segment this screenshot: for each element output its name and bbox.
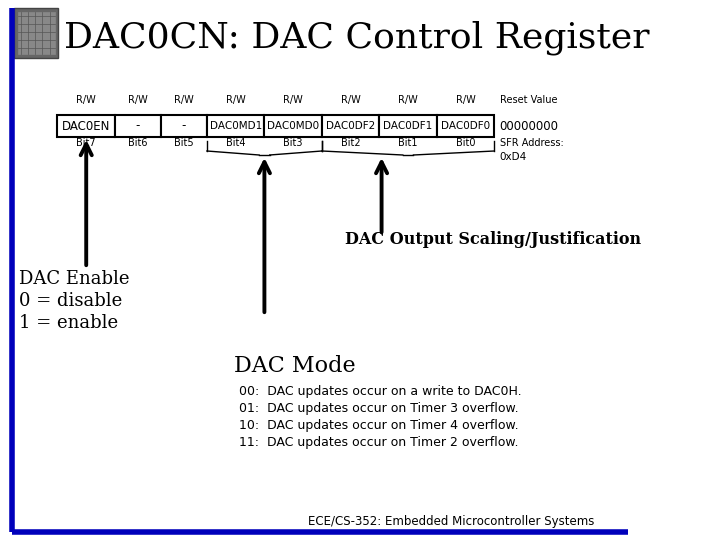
Text: -: - xyxy=(136,119,140,132)
Text: Bit5: Bit5 xyxy=(174,138,194,148)
Text: 0 = disable: 0 = disable xyxy=(19,292,122,310)
Bar xyxy=(322,115,379,137)
Text: Reset Value: Reset Value xyxy=(500,95,557,105)
Text: DAC0CN: DAC Control Register: DAC0CN: DAC Control Register xyxy=(63,21,649,55)
Bar xyxy=(161,115,207,137)
Bar xyxy=(18,12,55,54)
Bar xyxy=(115,115,161,137)
Text: R/W: R/W xyxy=(398,95,418,105)
Text: ECE/CS-352: Embedded Microcontroller Systems: ECE/CS-352: Embedded Microcontroller Sys… xyxy=(308,516,594,529)
Text: Bit1: Bit1 xyxy=(398,138,418,148)
Text: Bit0: Bit0 xyxy=(456,138,475,148)
Text: DAC Mode: DAC Mode xyxy=(234,355,356,377)
Bar xyxy=(207,115,264,137)
Text: DAC Output Scaling/Justification: DAC Output Scaling/Justification xyxy=(345,232,641,248)
Text: SFR Address:: SFR Address: xyxy=(500,138,563,148)
Text: DAC0DF1: DAC0DF1 xyxy=(384,121,433,131)
Text: Bit3: Bit3 xyxy=(284,138,303,148)
Text: 1 = enable: 1 = enable xyxy=(19,314,119,332)
Text: 01:  DAC updates occur on Timer 3 overflow.: 01: DAC updates occur on Timer 3 overflo… xyxy=(239,402,518,415)
Text: 0xD4: 0xD4 xyxy=(500,152,527,162)
Text: DAC0DF2: DAC0DF2 xyxy=(326,121,375,131)
Text: R/W: R/W xyxy=(226,95,246,105)
Bar xyxy=(58,115,115,137)
Text: 10:  DAC updates occur on Timer 4 overflow.: 10: DAC updates occur on Timer 4 overflo… xyxy=(239,419,518,432)
Text: DAC0DF0: DAC0DF0 xyxy=(441,121,490,131)
Text: R/W: R/W xyxy=(283,95,303,105)
Text: R/W: R/W xyxy=(456,95,475,105)
Text: 11:  DAC updates occur on Timer 2 overflow.: 11: DAC updates occur on Timer 2 overflo… xyxy=(239,436,518,449)
Text: Bit6: Bit6 xyxy=(128,138,148,148)
Text: -: - xyxy=(181,119,186,132)
Text: 00000000: 00000000 xyxy=(500,119,559,132)
Text: R/W: R/W xyxy=(174,95,194,105)
Text: R/W: R/W xyxy=(76,95,96,105)
Text: Bit4: Bit4 xyxy=(226,138,246,148)
Text: DAC0MD1: DAC0MD1 xyxy=(210,121,262,131)
Text: Bit2: Bit2 xyxy=(341,138,361,148)
Text: DAC0EN: DAC0EN xyxy=(62,119,110,132)
Text: DAC Enable: DAC Enable xyxy=(19,270,130,288)
Text: Bit7: Bit7 xyxy=(76,138,96,148)
Bar xyxy=(437,115,495,137)
Text: R/W: R/W xyxy=(341,95,361,105)
Bar xyxy=(14,8,58,58)
Bar xyxy=(264,115,322,137)
Text: R/W: R/W xyxy=(128,95,148,105)
Text: DAC0MD0: DAC0MD0 xyxy=(267,121,319,131)
Bar xyxy=(379,115,437,137)
Text: 00:  DAC updates occur on a write to DAC0H.: 00: DAC updates occur on a write to DAC0… xyxy=(239,385,521,398)
